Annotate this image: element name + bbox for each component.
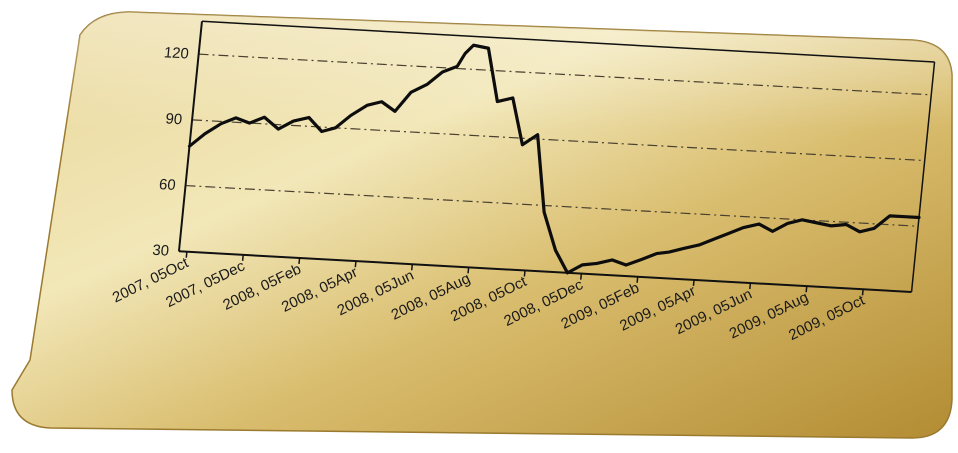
x-tick — [636, 276, 639, 283]
card-sheen — [30, 12, 952, 250]
x-tick — [185, 251, 188, 258]
x-tick — [580, 273, 583, 280]
plot-top-border — [201, 20, 935, 63]
x-tick — [241, 254, 244, 261]
x-tick — [467, 267, 470, 274]
y-tick-label: 120 — [163, 44, 189, 62]
y-tick-label: 30 — [152, 242, 170, 260]
x-tick — [410, 264, 414, 271]
x-tick — [692, 279, 695, 286]
gridline — [185, 184, 919, 227]
y-axis — [177, 21, 203, 252]
x-tick — [805, 286, 808, 293]
x-tick — [523, 270, 526, 277]
x-axis — [178, 250, 912, 293]
y-tick-label: 90 — [165, 110, 183, 128]
gridline — [198, 53, 932, 96]
price-line — [187, 43, 921, 275]
x-tick — [354, 261, 357, 268]
x-tick — [298, 257, 301, 265]
gridline — [192, 119, 925, 162]
x-tick — [861, 289, 864, 296]
plot-right-border — [910, 61, 936, 293]
y-tick-label: 60 — [158, 176, 176, 194]
x-tick — [749, 282, 752, 290]
